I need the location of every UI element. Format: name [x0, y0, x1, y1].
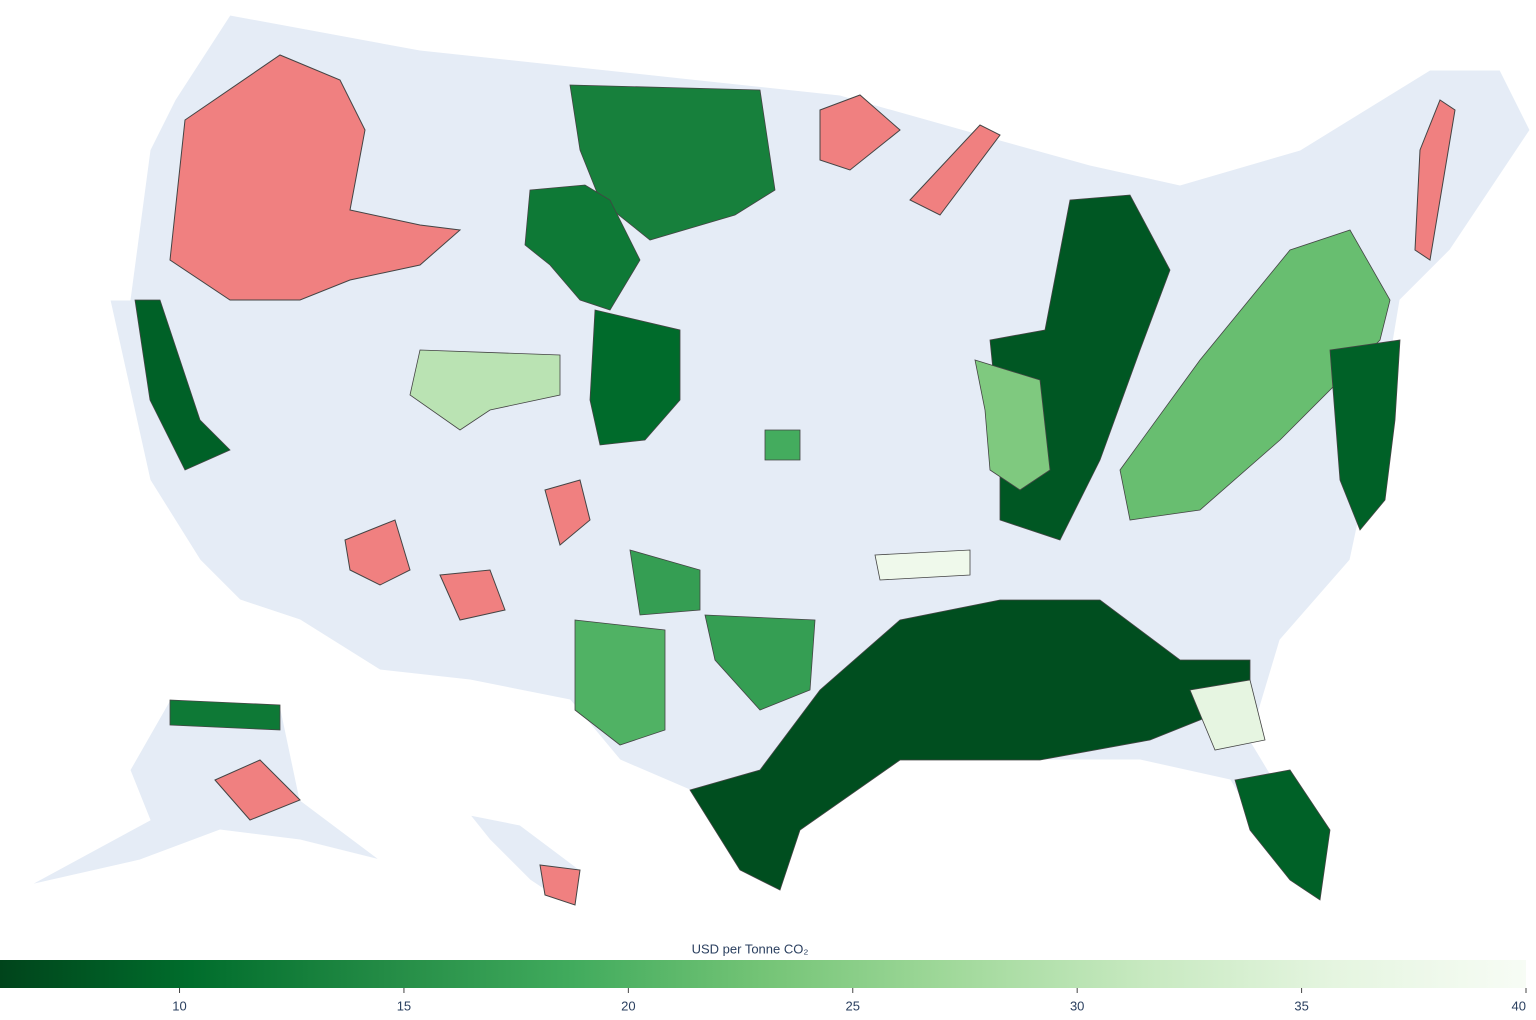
region: [409, 349, 561, 431]
colorbar-tick-label: 40: [1512, 998, 1526, 1013]
region: [974, 359, 1051, 491]
excluded-area: [169, 54, 462, 301]
excluded-area: [539, 864, 581, 906]
region: [574, 619, 666, 746]
excluded-area: [439, 569, 506, 621]
region: [1189, 679, 1266, 751]
excluded-area: [214, 759, 301, 821]
excluded-area: [819, 94, 901, 171]
region: [704, 614, 816, 711]
excluded-area: [344, 519, 411, 586]
colorbar-tick-label: 20: [621, 998, 635, 1013]
region: [1329, 339, 1401, 531]
alaska: [29, 699, 381, 886]
colorbar-tick-label: 30: [1070, 998, 1084, 1013]
colorbar-tick-label: 10: [172, 998, 186, 1013]
colorbar: [0, 960, 1526, 988]
region: [524, 184, 641, 311]
excluded-area: [1414, 99, 1456, 261]
colorbar-tick-label: 25: [846, 998, 860, 1013]
excluded-areas: [169, 54, 1456, 906]
region: [169, 699, 281, 731]
regions: [134, 84, 1401, 901]
region: [874, 549, 971, 581]
region: [589, 309, 681, 446]
excluded-area: [909, 124, 1001, 216]
region: [569, 84, 776, 241]
colorbar-title: USD per Tonne CO₂: [692, 941, 809, 956]
region: [134, 299, 231, 471]
excluded-area: [544, 479, 591, 546]
region: [629, 549, 701, 616]
region: [1119, 229, 1391, 521]
region: [764, 429, 801, 461]
colorbar-tick-label: 35: [1294, 998, 1308, 1013]
region: [1234, 769, 1331, 901]
colorbar-tick-label: 15: [397, 998, 411, 1013]
